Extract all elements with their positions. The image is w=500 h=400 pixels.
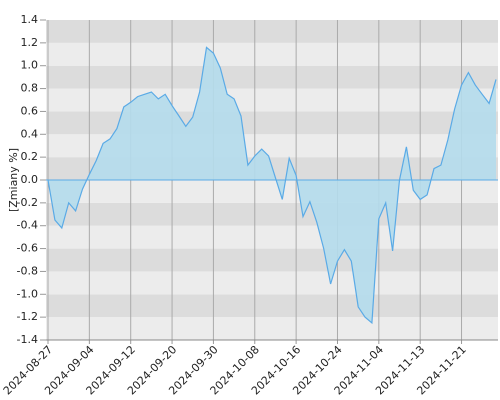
background-band	[46, 271, 498, 295]
y-tick-label: 1.2	[21, 36, 39, 49]
y-tick-label: 0.6	[21, 104, 39, 117]
area	[48, 47, 496, 323]
background-band	[46, 317, 498, 340]
y-axis-label: [Zmiany %]	[7, 148, 20, 212]
background-band	[46, 225, 498, 249]
y-tick-label: 0.0	[21, 173, 39, 186]
background-band	[46, 42, 498, 66]
y-tick-label: 0.4	[21, 127, 39, 140]
background-band	[46, 202, 498, 226]
y-tick-label: 0.8	[21, 82, 39, 95]
background-band	[46, 111, 498, 135]
y-tick-label: -1.4	[17, 333, 38, 346]
background-band	[46, 65, 498, 89]
background-band	[46, 294, 498, 318]
y-tick-label: -0.6	[17, 242, 38, 255]
background-band	[46, 20, 498, 43]
y-tick-label: 1.4	[21, 13, 39, 26]
y-tick-label: 1.0	[21, 59, 39, 72]
y-tick-label: -1.0	[17, 287, 38, 300]
y-tick-label: -0.8	[17, 264, 38, 277]
y-tick-label: -1.2	[17, 310, 38, 323]
background-band	[46, 88, 498, 112]
y-tick-label: 0.2	[21, 150, 39, 163]
background-band	[46, 248, 498, 272]
y-tick-label: -0.2	[17, 196, 38, 209]
y-tick-label: -0.4	[17, 219, 38, 232]
line	[47, 46, 497, 325]
